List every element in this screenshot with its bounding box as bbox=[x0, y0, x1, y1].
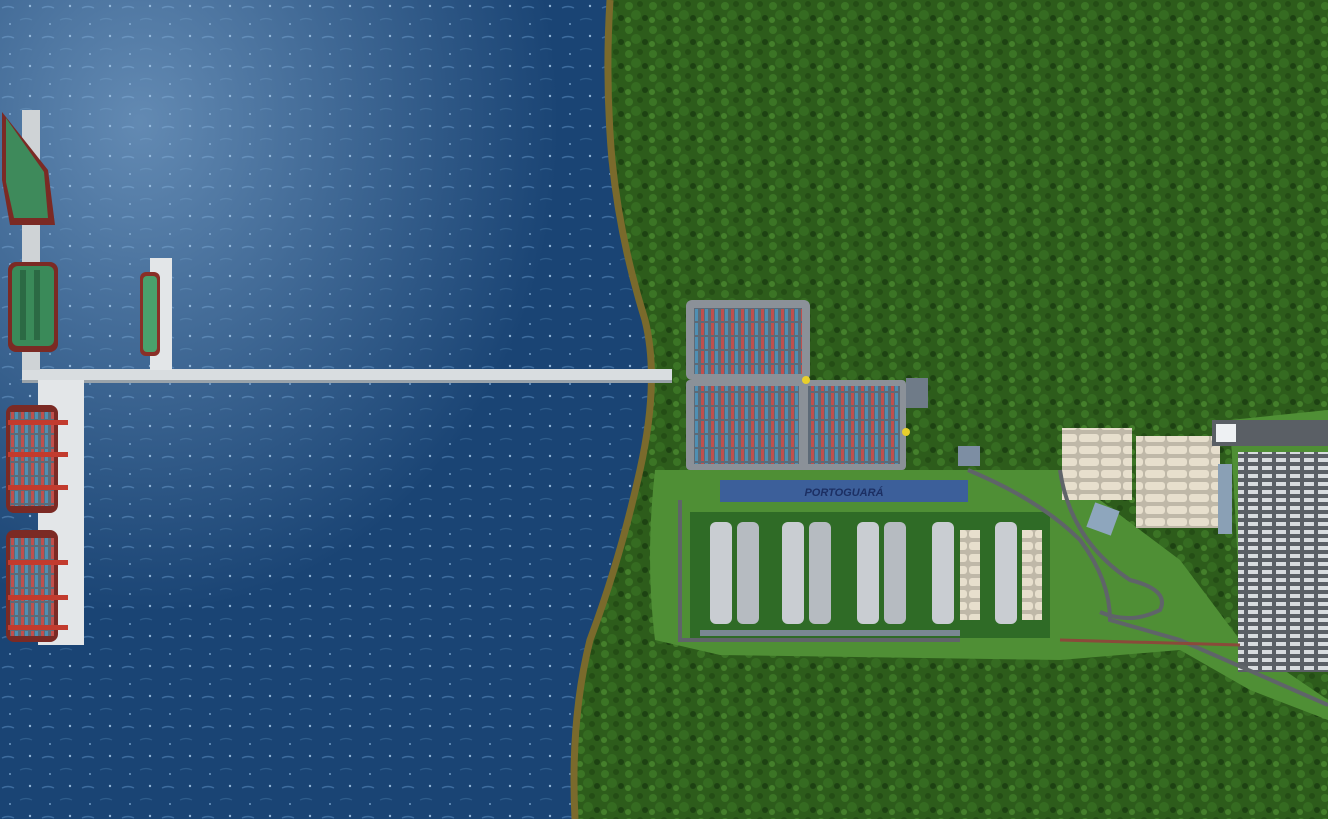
container-yard bbox=[686, 300, 980, 470]
building-sign: PORTOGUARÁ bbox=[804, 486, 883, 499]
roads-and-rail bbox=[678, 468, 1328, 707]
storage-sheds bbox=[690, 512, 1050, 638]
shoreline bbox=[570, 0, 655, 819]
ship-to-shore-cranes bbox=[8, 420, 68, 630]
tank-farm bbox=[1062, 428, 1220, 536]
container-ship-2 bbox=[6, 530, 58, 642]
ship-small-center bbox=[140, 272, 160, 356]
ship-upper-left bbox=[2, 112, 55, 225]
portoguara-building: PORTOGUARÁ bbox=[720, 480, 968, 502]
truck-parking bbox=[1212, 420, 1328, 672]
pier-trestle bbox=[22, 369, 672, 383]
ship-middle-left bbox=[8, 262, 58, 352]
